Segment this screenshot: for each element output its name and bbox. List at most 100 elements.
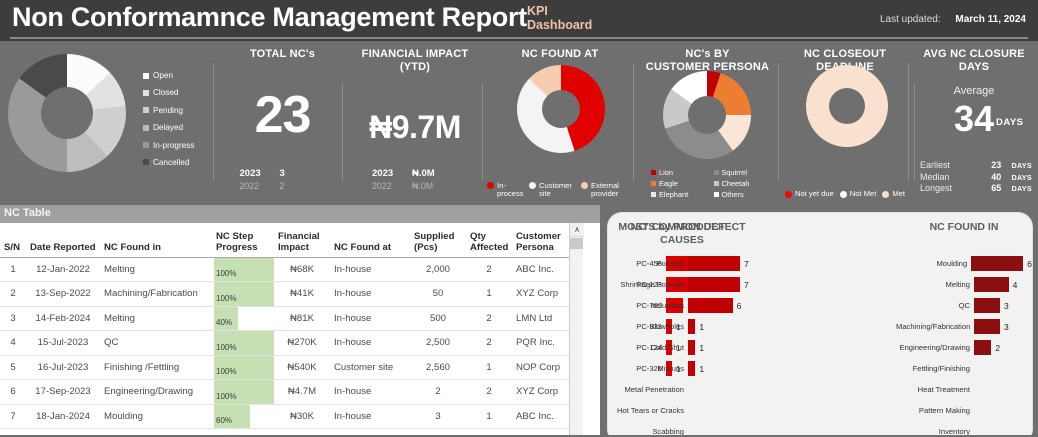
bar-category-label: Cold Shut <box>650 343 684 352</box>
cell-impact: ₦540K <box>274 355 330 380</box>
col-qty[interactable]: Qty Affected <box>466 223 512 258</box>
cell-impact: ₦68K <box>274 257 330 282</box>
panel-customer-persona: NC's BY CUSTOMER PERSONA Lion Squirrel Eag… <box>635 41 780 205</box>
avg-closure-title: AVG NC CLOSURE DAYS <box>910 48 1038 74</box>
header-divider <box>10 37 1028 39</box>
bar <box>666 361 672 376</box>
cell-found-in: QC <box>100 330 214 356</box>
customer-persona-donut <box>663 71 751 159</box>
bar-row: Blowholes 1 <box>608 316 756 337</box>
progress-label: 100% <box>216 367 237 376</box>
last-updated: Last updated: March 11, 2024 <box>880 14 1026 25</box>
cell-found-at: In-house <box>330 379 410 405</box>
kpi-divider-4 <box>633 63 634 181</box>
stat-value: 23 <box>991 160 1002 171</box>
financial-row-2022: 2022 ₦.0M <box>345 180 485 193</box>
cell-found-in: Machining/Fabrication <box>100 281 214 307</box>
legend-label: In-progress <box>153 140 195 150</box>
cell-sn: 1 <box>0 257 26 282</box>
kpi-subtitle-line2: Dashboard <box>527 17 593 32</box>
progress-label: 40% <box>216 318 233 327</box>
bar <box>688 256 740 271</box>
col-supplied[interactable]: Supplied (Pcs) <box>410 223 466 258</box>
col-progress[interactable]: NC Step Progress <box>214 223 274 258</box>
table-row[interactable]: 6 17-Sep-2023 Engineering/Drawing 100% ₦4.7M… <box>0 379 583 405</box>
progress-label: 60% <box>216 416 233 425</box>
legend-item-squirrel: Squirrel <box>713 168 777 177</box>
col-impact[interactable]: Financial Impact <box>274 223 330 258</box>
total-ncs-row-2022: 2022 2 <box>220 180 345 193</box>
nc-table-head: S/N Date Reported NC Found in NC Step Pr… <box>0 223 583 258</box>
bar-row: Fettling/Finishing <box>896 358 1032 379</box>
avg-stat-longest: Longest 65 DAYS <box>920 183 1032 195</box>
legend-item-customer-site: Customer site <box>529 181 581 199</box>
bar-category-label: PC-326 <box>636 364 662 373</box>
nc-table: S/N Date Reported NC Found in NC Step Pr… <box>0 223 583 429</box>
nc-table-panel: NC Table S/N Date Reported NC Found in N… <box>0 205 600 437</box>
cell-sn: 2 <box>0 281 26 307</box>
progress-label: 100% <box>216 342 237 352</box>
progress-bar-fill <box>214 331 274 355</box>
bar-row: Engineering/Drawing 2 <box>896 337 1032 358</box>
customer-persona-legend: Lion Squirrel Eagle Cheetah Elephant Others <box>643 168 776 201</box>
legend-label: External provider <box>591 180 619 199</box>
legend-swatch-icon <box>713 181 719 186</box>
scroll-up-icon[interactable]: ∧ <box>570 223 584 237</box>
avg-closure-average-label: Average <box>953 85 995 97</box>
cell-supplied: 2,500 <box>410 330 466 356</box>
cell-impact: ₦30K <box>274 404 330 429</box>
cell-qty: 1 <box>466 355 512 380</box>
col-sn[interactable]: S/N <box>0 223 26 258</box>
scrollbar-thumb[interactable] <box>570 238 583 249</box>
cell-found-at: In-house <box>330 281 410 307</box>
bar-row: Melting 4 <box>896 274 1032 295</box>
col-date[interactable]: Date Reported <box>26 223 100 258</box>
bar-value-label: 3 <box>1004 321 1009 332</box>
last-updated-value: March 11, 2024 <box>955 14 1026 25</box>
stat-value: 40 <box>991 171 1002 182</box>
customer-persona-title-line2: CUSTOMER PERSONA <box>645 61 770 73</box>
cell-supplied: 2,560 <box>410 355 466 380</box>
legend-dot-icon <box>487 182 494 190</box>
financial-row-2023: 2023 ₦.0M <box>345 167 485 180</box>
table-row[interactable]: 5 16-Jul-2023 Finishing /Fettling 100% ₦540K… <box>0 355 583 380</box>
kpi-divider-3 <box>482 83 483 181</box>
table-row[interactable]: 3 14-Feb-2024 Melting 40% ₦81K In-house 500 2 LM… <box>0 306 583 331</box>
table-row[interactable]: 4 15-Jul-2023 QC 100% ₦270K In-house 2,500 2 PQR… <box>0 330 583 356</box>
avg-closure-average-value: 34 <box>953 98 995 139</box>
nc-table-caption: NC Table <box>0 205 600 223</box>
donut-hole <box>41 87 93 139</box>
bar-value-label: 6 <box>736 300 742 311</box>
nc-table-header-row: S/N Date Reported NC Found in NC Step Pr… <box>0 223 583 258</box>
legend-label: Not Met <box>849 189 877 199</box>
bar-row: Heat Treatment <box>896 379 1032 400</box>
cell-impact: ₦81K <box>274 306 330 331</box>
progress-bar-fill <box>214 355 274 379</box>
legend-item-cancelled: Cancelled <box>143 158 194 167</box>
col-found-in[interactable]: NC Found in <box>100 223 214 258</box>
bar-row: Shrinkage Porosity 7 <box>608 274 756 295</box>
nc-table-body: 1 12-Jan-2022 Melting 100% ₦68K In-house 2,000… <box>0 257 583 429</box>
table-row[interactable]: 2 13-Sep-2022 Machining/Fabrication 100% ₦41… <box>0 281 583 307</box>
avg-closure-stats: Earliest 23 DAYS Median 40 DAYS Longest 65 DAYS <box>920 160 1032 195</box>
bar-value-label: 3 <box>1004 300 1009 311</box>
financial-impact-breakdown: 2023 ₦.0M 2022 ₦.0M <box>345 167 485 193</box>
panel-avg-closure-days: AVG NC CLOSURE DAYS Average 34 DAYS Earl… <box>910 41 1038 205</box>
nc-found-at-legend: In-process Customer site External provider <box>487 180 633 199</box>
table-row[interactable]: 1 12-Jan-2022 Melting 100% ₦68K In-house 2,000… <box>0 257 583 282</box>
table-scrollbar[interactable]: ∧ <box>569 223 584 437</box>
cell-progress: 100% <box>214 281 274 307</box>
cell-qty: 2 <box>466 379 512 405</box>
total-ncs-title: TOTAL NC's <box>249 48 316 60</box>
col-found-at[interactable]: NC Found at <box>330 223 410 258</box>
cell-found-in: Melting <box>100 257 214 282</box>
cell-progress: 100% <box>214 355 274 380</box>
bar <box>666 319 672 334</box>
progress-bar-fill <box>214 257 274 281</box>
table-row[interactable]: 7 18-Jan-2024 Moulding 60% ₦30K In-house 3 1 ABC… <box>0 404 583 429</box>
cell-supplied: 2 <box>410 379 466 405</box>
cell-sn: 6 <box>0 379 26 405</box>
cell-date: 15-Jul-2023 <box>26 330 100 356</box>
